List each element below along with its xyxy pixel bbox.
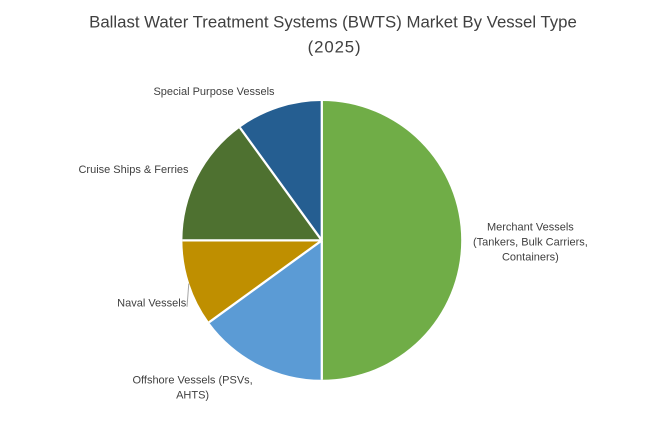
svg-text:AHTS): AHTS)	[176, 390, 209, 402]
svg-text:Special Purpose Vessels: Special Purpose Vessels	[153, 86, 275, 98]
svg-text:Naval Vessels: Naval Vessels	[117, 298, 187, 310]
svg-text:(Tankers, Bulk Carriers,: (Tankers, Bulk Carriers,	[473, 237, 588, 249]
svg-text:Ballast Water Treatment System: Ballast Water Treatment Systems (BWTS) M…	[89, 13, 577, 32]
svg-text:Cruise Ships & Ferries: Cruise Ships & Ferries	[78, 164, 189, 176]
svg-text:(2025): (2025)	[308, 37, 362, 56]
svg-text:Merchant Vessels: Merchant Vessels	[487, 222, 574, 234]
svg-text:Offshore Vessels (PSVs,: Offshore Vessels (PSVs,	[132, 375, 252, 387]
svg-text:Containers): Containers)	[502, 251, 559, 263]
